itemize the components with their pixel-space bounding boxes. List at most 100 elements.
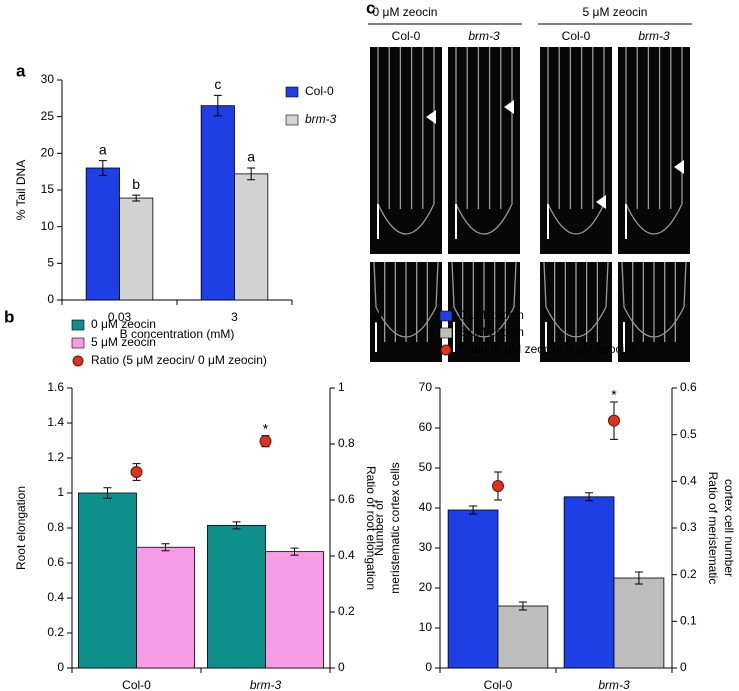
bar xyxy=(563,496,615,669)
error-bar xyxy=(232,521,241,530)
legend-swatch xyxy=(71,337,85,349)
y2-tick-label: 0.2 xyxy=(338,604,355,618)
y-tick-label: 10 xyxy=(41,219,55,233)
point-label: * xyxy=(611,387,617,403)
bar xyxy=(85,167,120,301)
legend-swatch xyxy=(439,310,453,322)
error-bar xyxy=(98,160,107,176)
y-tick-label: 20 xyxy=(419,580,433,594)
y-tick-label: 1.6 xyxy=(47,380,64,394)
y2-tick-label: 0.1 xyxy=(680,614,697,628)
y-tick-label: 30 xyxy=(419,540,433,554)
error-bar xyxy=(634,571,643,585)
y-tick-label: 40 xyxy=(419,500,433,514)
y-tick-label: 0 xyxy=(47,292,54,306)
panel-letter: c xyxy=(366,0,375,17)
root-outline xyxy=(377,47,435,235)
y2-tick-label: 0.2 xyxy=(680,567,697,581)
genotype-label: brm-3 xyxy=(468,29,500,43)
y2-tick-label: 0 xyxy=(338,660,345,674)
x-tick-label: 0.03 xyxy=(108,310,132,324)
y-tick-label: 5 xyxy=(47,256,54,270)
x-tick-label: 3 xyxy=(231,310,238,324)
bar xyxy=(207,524,266,669)
ratio-point xyxy=(130,466,143,478)
legend-swatch xyxy=(285,86,299,98)
y-axis-label: % Tail DNA xyxy=(14,160,28,220)
x-tick-label: brm-3 xyxy=(598,678,630,691)
condition-label: 5 μM zeocin xyxy=(583,5,648,19)
y-axis-label: meristematic cortex cells xyxy=(388,462,402,593)
error-bar xyxy=(161,543,170,552)
y-axis-label: Number of xyxy=(372,499,386,556)
bar xyxy=(447,509,499,669)
root-outline xyxy=(455,47,513,235)
arrowhead xyxy=(596,195,606,209)
genotype-label: Col-0 xyxy=(392,29,421,43)
genotype-label: brm-3 xyxy=(638,29,670,43)
error-bar xyxy=(290,547,299,556)
bar xyxy=(78,492,137,669)
y-tick-label: 1.2 xyxy=(47,450,64,464)
y-tick-label: 60 xyxy=(419,420,433,434)
error-bar xyxy=(132,194,141,202)
x-tick-label: Col-0 xyxy=(122,678,151,691)
y-tick-label: 25 xyxy=(41,109,55,123)
root-outline xyxy=(547,47,605,235)
point-label: * xyxy=(263,420,269,436)
arrowhead xyxy=(504,100,514,114)
micrograph xyxy=(370,47,442,254)
y-tick-label: 30 xyxy=(41,72,55,86)
legend-swatch xyxy=(440,344,452,356)
significance-letter: b xyxy=(132,176,140,192)
y2-axis-label: cortex cell number xyxy=(722,479,736,577)
y-tick-label: 0 xyxy=(425,660,432,674)
error-bar xyxy=(247,167,256,181)
y2-tick-label: 1 xyxy=(338,380,345,394)
legend-label: 5 μM zeocin xyxy=(91,335,156,349)
legend-label: Ratio (5 μM zeocin/ 0 μM zeocin) xyxy=(459,342,635,356)
error-bar xyxy=(518,601,527,611)
legend-swatch xyxy=(71,319,85,331)
x-tick-label: Col-0 xyxy=(484,678,513,691)
legend-label: Ratio (5 μM zeocin/ 0 μM zeocin) xyxy=(91,353,267,367)
legend-label: Col-0 xyxy=(305,84,334,98)
bar xyxy=(200,105,235,301)
root-outline xyxy=(625,47,683,235)
bar xyxy=(265,551,324,669)
y2-tick-label: 0.4 xyxy=(680,474,697,488)
panel-letter: b xyxy=(4,307,14,326)
y-tick-label: 70 xyxy=(419,380,433,394)
bar xyxy=(234,173,269,301)
y2-tick-label: 0 xyxy=(680,660,687,674)
y-tick-label: 0.8 xyxy=(47,520,64,534)
legend-swatch xyxy=(285,114,299,126)
error-bar xyxy=(585,492,594,502)
y-tick-label: 10 xyxy=(419,620,433,634)
ratio-point xyxy=(492,480,504,492)
y-tick-label: 20 xyxy=(41,146,55,160)
bar xyxy=(497,605,549,669)
error-bar xyxy=(213,94,222,117)
micrograph xyxy=(448,47,520,254)
micrographs xyxy=(370,47,690,362)
bar xyxy=(613,577,665,669)
legend-swatch xyxy=(72,355,84,367)
significance-letter: a xyxy=(99,141,107,157)
ratio-point xyxy=(608,414,620,427)
bar xyxy=(119,197,154,301)
micrograph xyxy=(618,47,690,254)
y2-axis-label: Ratio of meristematic xyxy=(706,472,720,585)
y2-tick-label: 0.5 xyxy=(680,427,697,441)
y-tick-label: 0.6 xyxy=(47,555,64,569)
y-tick-label: 1.4 xyxy=(47,415,64,429)
x-axis-label: B concentration (mM) xyxy=(120,327,235,341)
legend-label: brm-3 xyxy=(305,112,337,126)
y-tick-label: 15 xyxy=(41,182,55,196)
y2-tick-label: 0.8 xyxy=(338,436,355,450)
panel-letter: d xyxy=(372,307,382,326)
arrowhead xyxy=(674,160,684,174)
legend-label: 0 μM zeocin xyxy=(459,308,524,322)
y-tick-label: 0 xyxy=(57,660,64,674)
